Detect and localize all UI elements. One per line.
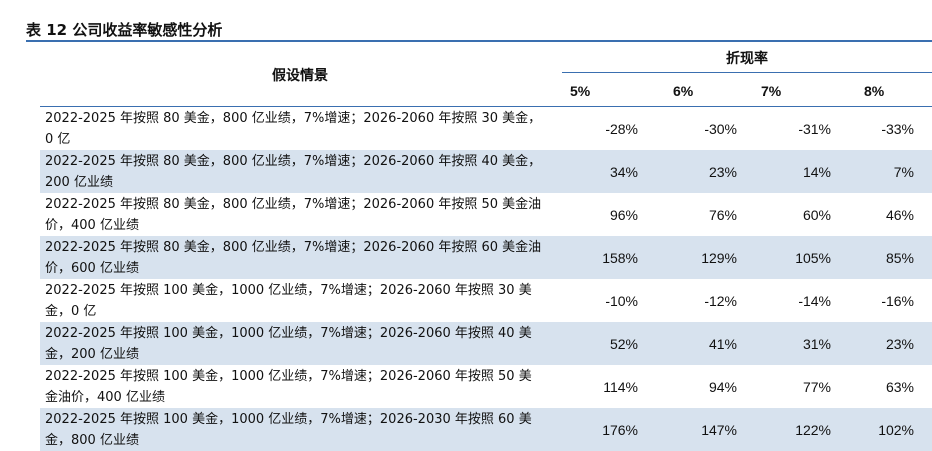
rate-header-8: 8% — [864, 83, 885, 99]
table-row: 2022-2025 年按照 80 美金，800 亿业绩，7%增速；2026-20… — [40, 236, 932, 279]
table-row: 2022-2025 年按照 100 美金，1000 亿业绩，7%增速；2026-… — [40, 322, 932, 365]
value-cell: 7% — [843, 150, 932, 193]
value-cell: -16% — [881, 292, 914, 309]
value-cell: 31% — [749, 322, 843, 365]
discount-rate-header: 折现率 — [726, 51, 768, 67]
value-cell: -14% — [798, 292, 831, 309]
value-cell: -30% — [704, 120, 737, 137]
column-gap — [560, 408, 562, 451]
table-row: 2022-2025 年按照 80 美金，800 亿业绩，7%增速；2026-20… — [40, 107, 932, 150]
column-gap — [560, 236, 562, 279]
value-cell: 52% — [562, 322, 650, 365]
header-rule — [40, 106, 932, 107]
value-cell: 76% — [708, 206, 737, 223]
table-title: 表 12 公司收益率敏感性分析 — [26, 21, 223, 39]
value-cell: -12% — [704, 292, 737, 309]
value-cell: 105% — [749, 236, 843, 279]
value-cell: 46% — [885, 206, 914, 223]
column-gap — [560, 322, 562, 365]
table-row: 2022-2025 年按照 80 美金，800 亿业绩，7%增速；2026-20… — [40, 193, 932, 236]
value-cell: 94% — [708, 378, 737, 395]
value-cell: -10% — [605, 292, 638, 309]
scenario-cell: 2022-2025 年按照 80 美金，800 亿业绩，7%增速；2026-20… — [40, 150, 560, 193]
table-row: 2022-2025 年按照 100 美金，1000 亿业绩，7%增速；2026-… — [40, 408, 932, 451]
title-rule — [26, 40, 932, 42]
value-cell: 23% — [650, 150, 749, 193]
value-cell: 34% — [562, 150, 650, 193]
value-cell: 147% — [650, 408, 749, 451]
scenario-cell: 2022-2025 年按照 100 美金，1000 亿业绩，7%增速；2026-… — [45, 368, 532, 405]
scenario-cell: 2022-2025 年按照 80 美金，800 亿业绩，7%增速；2026-20… — [45, 196, 542, 233]
scenario-cell: 2022-2025 年按照 100 美金，1000 亿业绩，7%增速；2026-… — [40, 408, 560, 451]
value-cell: 77% — [802, 378, 831, 395]
rate-header-7: 7% — [761, 83, 782, 99]
value-cell: -28% — [605, 120, 638, 137]
value-cell: 85% — [843, 236, 932, 279]
rate-header-6: 6% — [673, 83, 694, 99]
value-cell: 122% — [749, 408, 843, 451]
column-gap — [560, 150, 562, 193]
table-row: 2022-2025 年按照 80 美金，800 亿业绩，7%增速；2026-20… — [40, 150, 932, 193]
value-cell: 60% — [802, 206, 831, 223]
scenario-cell: 2022-2025 年按照 100 美金，1000 亿业绩，7%增速；2026-… — [40, 322, 560, 365]
scenario-header: 假设情景 — [272, 68, 328, 84]
value-cell: -33% — [881, 120, 914, 137]
value-cell: -31% — [798, 120, 831, 137]
rate-header-5: 5% — [570, 83, 591, 99]
value-cell: 14% — [749, 150, 843, 193]
value-cell: 96% — [609, 206, 638, 223]
table-row: 2022-2025 年按照 100 美金，1000 亿业绩，7%增速；2026-… — [40, 279, 932, 322]
scenario-cell: 2022-2025 年按照 100 美金，1000 亿业绩，7%增速；2026-… — [45, 282, 532, 319]
value-cell: 158% — [562, 236, 650, 279]
value-cell: 102% — [843, 408, 932, 451]
sensitivity-table: 2022-2025 年按照 80 美金，800 亿业绩，7%增速；2026-20… — [40, 107, 932, 451]
scenario-cell: 2022-2025 年按照 80 美金，800 亿业绩，7%增速；2026-20… — [45, 110, 542, 147]
value-cell: 176% — [562, 408, 650, 451]
value-cell: 23% — [843, 322, 932, 365]
value-cell: 114% — [603, 378, 638, 395]
scenario-cell: 2022-2025 年按照 80 美金，800 亿业绩，7%增速；2026-20… — [40, 236, 560, 279]
table-row: 2022-2025 年按照 100 美金，1000 亿业绩，7%增速；2026-… — [40, 365, 932, 408]
group-rule — [562, 72, 932, 73]
document-page: 表 12 公司收益率敏感性分析 假设情景 折现率 5% 6% 7% 8% 202… — [26, 21, 932, 451]
value-cell: 41% — [650, 322, 749, 365]
value-cell: 63% — [885, 378, 914, 395]
value-cell: 129% — [650, 236, 749, 279]
